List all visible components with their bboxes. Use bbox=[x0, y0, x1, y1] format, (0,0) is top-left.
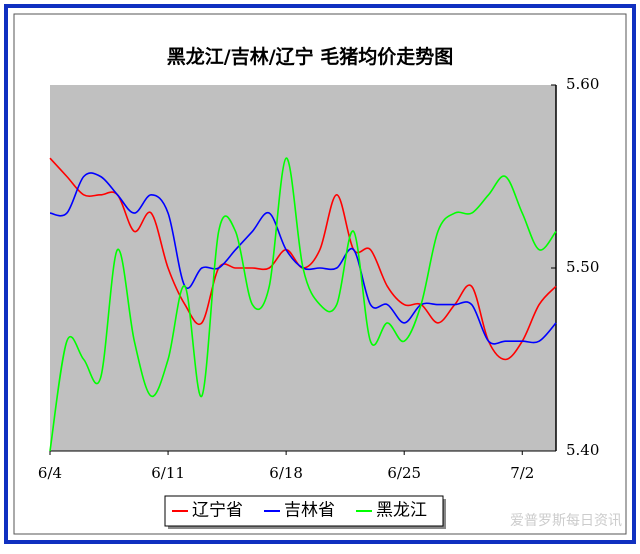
x-tick-label: 6/11 bbox=[151, 464, 185, 482]
y-tick-label: 5.40 bbox=[566, 441, 599, 459]
legend-box bbox=[164, 495, 444, 527]
legend-label: 黑龙江 bbox=[376, 501, 427, 521]
x-tick-label: 6/25 bbox=[387, 464, 421, 482]
legend-label: 辽宁省 bbox=[192, 501, 243, 521]
x-tick-label: 6/4 bbox=[38, 464, 62, 482]
y-tick-label: 5.60 bbox=[566, 75, 599, 93]
x-tick-label: 6/18 bbox=[269, 464, 303, 482]
y-tick-label: 5.50 bbox=[566, 258, 599, 276]
chart-title: 黑龙江/吉林/辽宁 毛猪均价走势图 bbox=[167, 45, 454, 68]
watermark: 爱普罗斯每日资讯 bbox=[510, 513, 622, 529]
series-line bbox=[49, 157, 557, 452]
x-tick-label: 7/2 bbox=[510, 464, 534, 482]
legend-label: 吉林省 bbox=[284, 501, 335, 521]
